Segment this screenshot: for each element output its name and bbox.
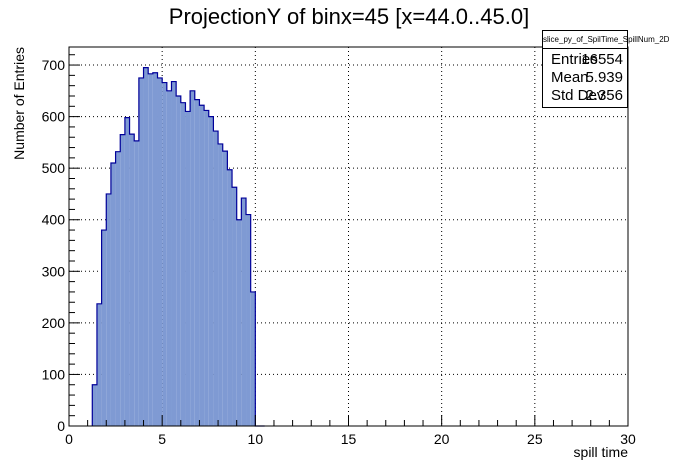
stats-entries-label: Entries bbox=[551, 51, 598, 68]
histogram-bar bbox=[241, 198, 247, 426]
histogram-bar bbox=[236, 219, 242, 426]
y-tick-label: 0 bbox=[57, 418, 65, 434]
stats-mean-label: Mean bbox=[551, 69, 589, 86]
x-tick-label: 5 bbox=[158, 431, 166, 447]
x-axis-label: spill time bbox=[574, 444, 629, 460]
histogram-bar bbox=[134, 140, 139, 426]
histogram-bar bbox=[110, 163, 116, 427]
stats-stddev-label: Std Dev bbox=[551, 87, 605, 104]
y-axis-label: Number of Entries bbox=[11, 47, 27, 160]
histogram-bar bbox=[194, 99, 200, 426]
chart-title: ProjectionY of binx=45 [x=44.0..45.0] bbox=[169, 4, 529, 29]
x-tick-label: 0 bbox=[65, 431, 73, 447]
histogram-bar bbox=[157, 77, 163, 426]
y-tick-label: 400 bbox=[42, 212, 66, 228]
x-tick-label: 15 bbox=[341, 431, 357, 447]
y-tick-label: 100 bbox=[42, 366, 66, 382]
x-tick-label: 20 bbox=[434, 431, 450, 447]
histogram-bar bbox=[204, 110, 209, 426]
histogram-outline bbox=[91, 67, 265, 427]
y-tick-label: 300 bbox=[42, 263, 66, 279]
histogram-bar bbox=[199, 105, 205, 426]
histogram-bar bbox=[92, 384, 97, 426]
histogram-bar bbox=[120, 134, 125, 427]
histogram-bar bbox=[143, 67, 149, 426]
stats-stddev-row: Std Dev 2.356 bbox=[543, 87, 627, 105]
stats-entries-row: Entries 16554 bbox=[543, 51, 627, 69]
histogram-bar bbox=[218, 143, 223, 426]
histogram-bar bbox=[148, 73, 153, 427]
x-tick-label: 30 bbox=[620, 431, 636, 447]
histogram-bar bbox=[138, 77, 144, 426]
histogram-bar bbox=[124, 117, 130, 426]
histogram-bar bbox=[232, 187, 237, 426]
stats-histogram-name: slice_py_of_SpilTime_SpillNum_2D bbox=[543, 31, 669, 49]
y-tick-label: 500 bbox=[42, 160, 66, 176]
x-tick-label: 25 bbox=[527, 431, 543, 447]
histogram-bar bbox=[246, 214, 251, 426]
histogram-bar bbox=[180, 102, 186, 427]
histogram-bar bbox=[152, 72, 158, 426]
histogram-bar bbox=[106, 193, 111, 426]
y-tick-label: 600 bbox=[42, 109, 66, 125]
histogram-bar bbox=[213, 131, 219, 426]
histogram-bar bbox=[176, 95, 181, 427]
stats-entries-value: 16554 bbox=[581, 51, 623, 68]
stats-mean-row: Mean 5.939 bbox=[543, 69, 627, 87]
histogram-bar bbox=[166, 90, 172, 427]
histogram-bar bbox=[129, 134, 135, 426]
histogram-bar bbox=[171, 81, 177, 426]
histogram-bar bbox=[222, 151, 228, 427]
histogram-bar bbox=[96, 303, 102, 426]
histogram-bar bbox=[115, 151, 121, 426]
stats-mean-value: 5.939 bbox=[585, 69, 623, 86]
histogram-bar bbox=[250, 291, 256, 426]
histogram-bar bbox=[208, 116, 214, 426]
x-tick-label: 10 bbox=[248, 431, 264, 447]
y-tick-label: 700 bbox=[42, 57, 66, 73]
histogram-bar bbox=[101, 230, 107, 426]
y-tick-label: 200 bbox=[42, 315, 66, 331]
histogram-bar bbox=[162, 82, 167, 426]
stats-box: slice_py_of_SpilTime_SpillNum_2D Entries… bbox=[542, 30, 669, 108]
histogram-bar bbox=[185, 111, 191, 426]
stats-stddev-value: 2.356 bbox=[585, 87, 623, 104]
histogram-bar bbox=[227, 169, 233, 426]
histogram-bar bbox=[190, 90, 195, 427]
